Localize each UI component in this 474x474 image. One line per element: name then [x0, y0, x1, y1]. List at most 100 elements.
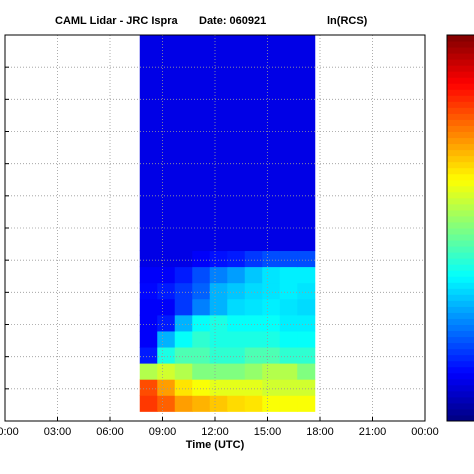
colorbar-step — [447, 35, 474, 42]
colorbar-step — [447, 101, 474, 108]
heatmap-cell — [244, 298, 263, 316]
heatmap-cell — [297, 347, 316, 364]
heatmap-cell — [297, 379, 316, 396]
heatmap-cell — [279, 379, 298, 396]
colorbar-step — [447, 336, 474, 344]
heatmap-cell — [192, 347, 211, 364]
colorbar-step — [447, 306, 474, 313]
heatmap-cell — [209, 330, 228, 348]
colorbar-step — [447, 408, 474, 416]
x-tick-label: 00:00 — [0, 426, 19, 438]
heatmap-cell — [192, 298, 211, 316]
heatmap-cell — [209, 298, 228, 316]
heatmap-cell — [244, 266, 263, 284]
colorbar-step — [447, 372, 474, 380]
heatmap-cell — [139, 282, 158, 300]
x-tick-label: 00:00 — [411, 426, 439, 438]
heatmap — [139, 35, 316, 412]
colorbar-step — [447, 185, 474, 193]
colorbar-step — [447, 77, 474, 84]
heatmap-cell — [209, 228, 228, 252]
colorbar-step — [447, 366, 474, 374]
heatmap-cell — [227, 395, 246, 412]
heatmap-cell — [192, 282, 211, 300]
heatmap-cell — [262, 298, 281, 316]
heatmap-cell — [297, 266, 316, 284]
colorbar-step — [447, 41, 474, 48]
heatmap-cell — [262, 395, 281, 412]
colorbar-step — [447, 294, 474, 301]
heatmap-cell — [192, 379, 211, 396]
heatmap-cell — [244, 282, 263, 300]
colorbar-step — [447, 71, 474, 78]
heatmap-cell — [139, 314, 158, 332]
heatmap-cell — [192, 314, 211, 332]
colorbar-step — [447, 161, 474, 169]
chart-title: CAML Lidar - JRC Ispra — [55, 15, 179, 27]
colorbar-step — [447, 276, 474, 283]
colorbar-step — [447, 143, 474, 151]
heatmap-cell — [174, 266, 193, 284]
heatmap-cell — [139, 395, 158, 412]
heatmap-cell — [279, 282, 298, 300]
heatmap-cell — [227, 228, 246, 252]
heatmap-cell — [262, 250, 281, 268]
colorbar-step — [447, 240, 474, 247]
colorbar-step — [447, 396, 474, 404]
heatmap-cell — [157, 347, 176, 364]
colorbar-step — [447, 318, 474, 325]
x-tick-label: 18:00 — [306, 426, 334, 438]
colorbar-step — [447, 330, 474, 338]
heatmap-cell — [209, 266, 228, 284]
heatmap-cell — [262, 363, 281, 380]
heatmap-cell — [139, 266, 158, 284]
heatmap-cell — [244, 395, 263, 412]
heatmap-cell — [139, 363, 158, 380]
heatmap-cell — [244, 250, 263, 268]
heatmap-cell — [157, 250, 176, 268]
heatmap-cell — [227, 314, 246, 332]
heatmap-cell — [262, 379, 281, 396]
colorbar-step — [447, 288, 474, 295]
colorbar-step — [447, 209, 474, 217]
colorbar-step — [447, 197, 474, 205]
heatmap-cell — [227, 266, 246, 284]
heatmap-cell — [209, 347, 228, 364]
heatmap-cell — [174, 282, 193, 300]
x-tick-label: 21:00 — [359, 426, 387, 438]
heatmap-cell — [279, 314, 298, 332]
colorbar-step — [447, 47, 474, 54]
heatmap-cell — [244, 379, 263, 396]
colorbar-step — [447, 107, 474, 114]
heatmap-cell — [297, 363, 316, 380]
colorbar-step — [447, 246, 474, 253]
heatmap-cell — [297, 330, 316, 348]
heatmap-cell — [192, 266, 211, 284]
heatmap-cell — [297, 282, 316, 300]
heatmap-cell — [297, 35, 316, 229]
heatmap-cell — [262, 314, 281, 332]
heatmap-cell — [157, 379, 176, 396]
heatmap-cell — [157, 35, 176, 229]
colorbar-step — [447, 234, 474, 241]
colorbar-step — [447, 215, 474, 223]
heatmap-cell — [157, 330, 176, 348]
x-tick-label: 12:00 — [201, 426, 229, 438]
colorbar-step — [447, 264, 474, 271]
heatmap-cell — [174, 298, 193, 316]
heatmap-cell — [209, 379, 228, 396]
heatmap-cell — [174, 314, 193, 332]
heatmap-cell — [297, 314, 316, 332]
colorbar-label: ln(RCS) — [327, 15, 368, 27]
heatmap-cell — [209, 250, 228, 268]
colorbar-step — [447, 390, 474, 398]
heatmap-cell — [174, 35, 193, 229]
heatmap-cell — [157, 228, 176, 252]
heatmap-cell — [262, 330, 281, 348]
heatmap-cell — [139, 330, 158, 348]
colorbar-step — [447, 119, 474, 126]
colorbar-step — [447, 155, 474, 163]
colorbar-step — [447, 378, 474, 386]
heatmap-cell — [157, 266, 176, 284]
